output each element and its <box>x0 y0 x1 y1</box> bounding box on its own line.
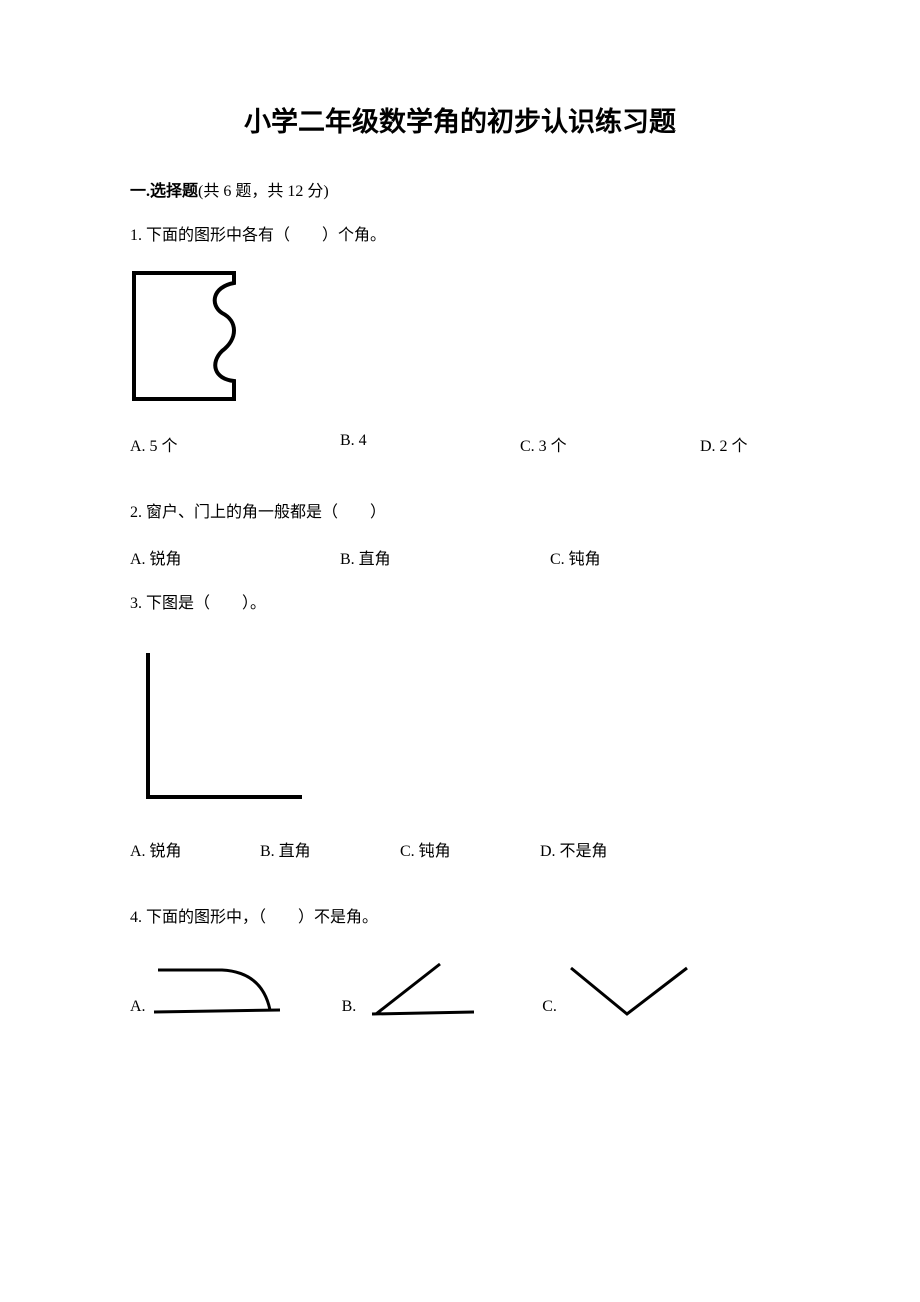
q1-option-b: B. 4 <box>340 432 520 456</box>
section-header: 一.选择题(共 6 题，共 12 分) <box>130 177 790 201</box>
q4-text: 4. 下面的图形中，（ ）不是角。 <box>130 905 790 931</box>
q4-option-c: C. <box>542 962 693 1020</box>
q4-label-b: B. <box>342 998 357 1020</box>
q4-label-c: C. <box>542 998 557 1020</box>
q1-option-a: A. 5 个 <box>130 432 340 456</box>
q4-figure-a <box>152 960 282 1020</box>
q2-options: A. 锐角 B. 直角 C. 钝角 <box>130 545 790 569</box>
q2-option-c: C. 钝角 <box>550 545 601 569</box>
q2-text: 2. 窗户、门上的角一般都是（ ） <box>130 500 790 526</box>
q3-figure <box>130 647 790 807</box>
q4-label-a: A. <box>130 998 146 1020</box>
section-header-prefix: 一.选择题 <box>130 183 198 200</box>
q3-options: A. 锐角 B. 直角 C. 钝角 D. 不是角 <box>130 837 790 861</box>
q3-text: 3. 下图是（ ）。 <box>130 591 790 617</box>
q1-figure <box>130 269 790 404</box>
q4-option-a: A. <box>130 960 282 1020</box>
q1-text: 1. 下面的图形中各有（ ）个角。 <box>130 223 790 249</box>
q3-option-b: B. 直角 <box>260 837 400 861</box>
section-header-rest: (共 6 题，共 12 分) <box>198 183 329 200</box>
q3-option-a: A. 锐角 <box>130 837 260 861</box>
page-title: 小学二年级数学角的初步认识练习题 <box>130 100 790 139</box>
q4-figure-c <box>563 962 693 1020</box>
q1-option-d: D. 2 个 <box>700 432 748 456</box>
q2-option-a: A. 锐角 <box>130 545 340 569</box>
q3-option-c: C. 钝角 <box>400 837 540 861</box>
q4-option-b: B. <box>342 958 483 1020</box>
q4-figure-b <box>362 958 482 1020</box>
q4-options: A. B. C. <box>130 958 790 1020</box>
q3-option-d: D. 不是角 <box>540 837 608 861</box>
q1-option-c: C. 3 个 <box>520 432 700 456</box>
worksheet-page: 小学二年级数学角的初步认识练习题 一.选择题(共 6 题，共 12 分) 1. … <box>0 0 920 1140</box>
q1-options: A. 5 个 B. 4 C. 3 个 D. 2 个 <box>130 432 790 456</box>
q2-option-b: B. 直角 <box>340 545 550 569</box>
